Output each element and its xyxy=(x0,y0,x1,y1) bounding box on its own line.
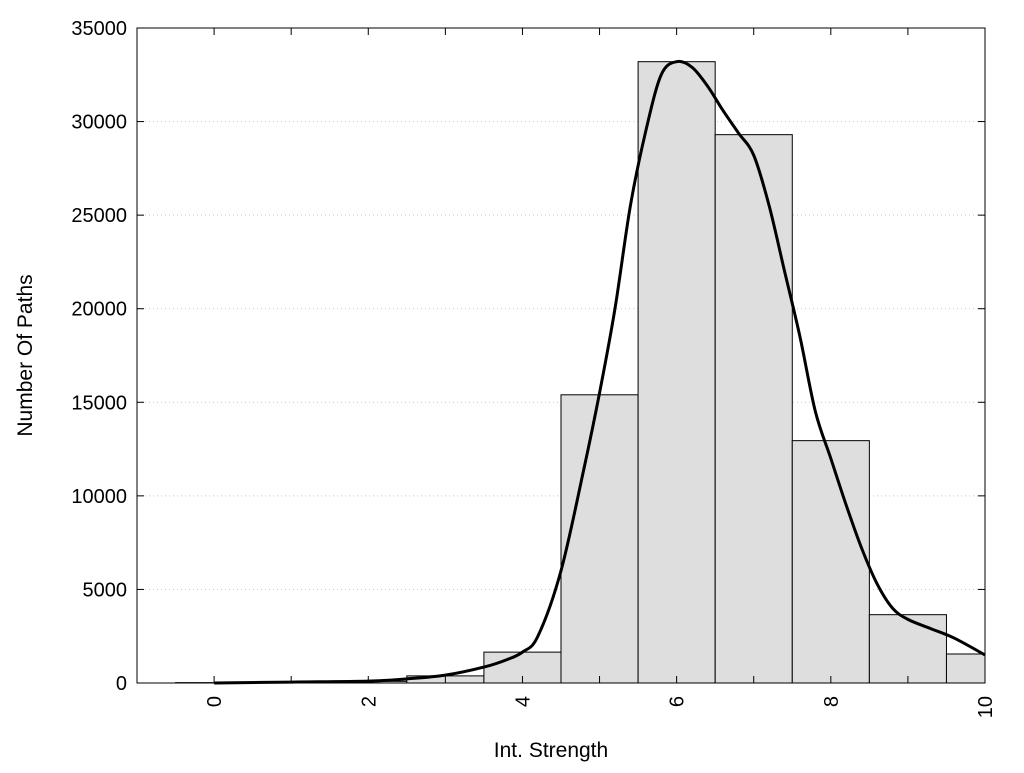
y-tick-label: 35000 xyxy=(71,18,127,40)
x-tick-label: 10 xyxy=(975,696,997,718)
y-axis-title: Number Of Paths xyxy=(14,274,37,436)
y-tick-label: 20000 xyxy=(71,299,127,321)
x-tick-label: 0 xyxy=(204,696,226,707)
x-tick-label: 4 xyxy=(512,696,534,707)
histogram-bars xyxy=(176,62,985,683)
y-tick-label: 25000 xyxy=(71,205,127,227)
histogram-bar xyxy=(561,395,638,683)
y-tick-label: 0 xyxy=(116,673,127,695)
y-tick-label: 5000 xyxy=(83,579,128,601)
histogram-bar xyxy=(869,615,946,683)
histogram-bar xyxy=(638,62,715,683)
histogram-bar xyxy=(946,654,985,683)
y-tick-label: 15000 xyxy=(71,392,127,414)
y-tick-label: 10000 xyxy=(71,486,127,508)
histogram-bar xyxy=(715,135,792,683)
histogram-bar xyxy=(792,441,869,683)
x-tick-label: 2 xyxy=(358,696,380,707)
y-tick-label: 30000 xyxy=(71,112,127,134)
x-axis-title: Int. Strength xyxy=(494,739,608,762)
x-tick-label: 8 xyxy=(821,696,843,707)
x-tick-label: 6 xyxy=(667,696,689,707)
